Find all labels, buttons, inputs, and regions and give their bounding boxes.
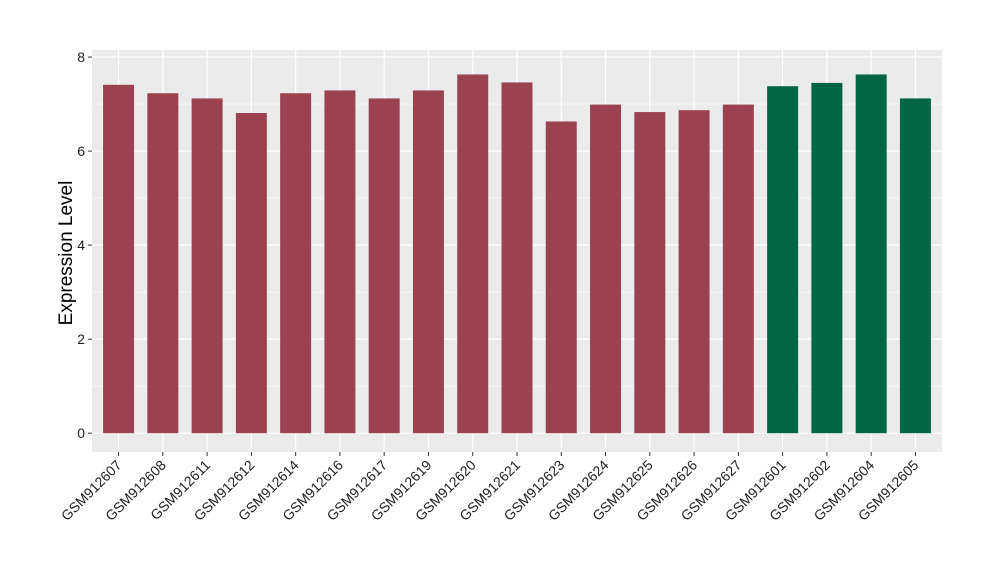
bar-GSM912602 [811,82,843,434]
bar-GSM912611 [191,98,223,434]
bar-GSM912616 [324,90,356,434]
bar-GSM912608 [147,93,179,434]
y-tick-label: 0 [77,425,85,441]
bar-GSM912621 [501,82,533,434]
bar-GSM912604 [855,74,887,434]
bar-GSM912601 [767,86,799,434]
bar-GSM912623 [545,121,577,434]
bar-GSM912605 [899,98,931,434]
bar-GSM912612 [235,113,267,434]
bar-GSM912614 [280,93,312,434]
bar-GSM912617 [368,98,400,434]
bar-GSM912626 [678,110,710,434]
bar-GSM912625 [634,112,666,434]
y-axis-label: Expression Level [56,181,77,326]
y-tick-label: 4 [77,237,85,253]
bar-GSM912627 [722,104,754,434]
y-tick-label: 8 [77,49,85,65]
bar-GSM912607 [103,84,135,434]
bar-GSM912624 [590,104,622,434]
y-tick-label: 6 [77,143,85,159]
y-tick-label: 2 [77,331,85,347]
bar-GSM912620 [457,74,489,434]
bar-GSM912619 [412,90,444,434]
